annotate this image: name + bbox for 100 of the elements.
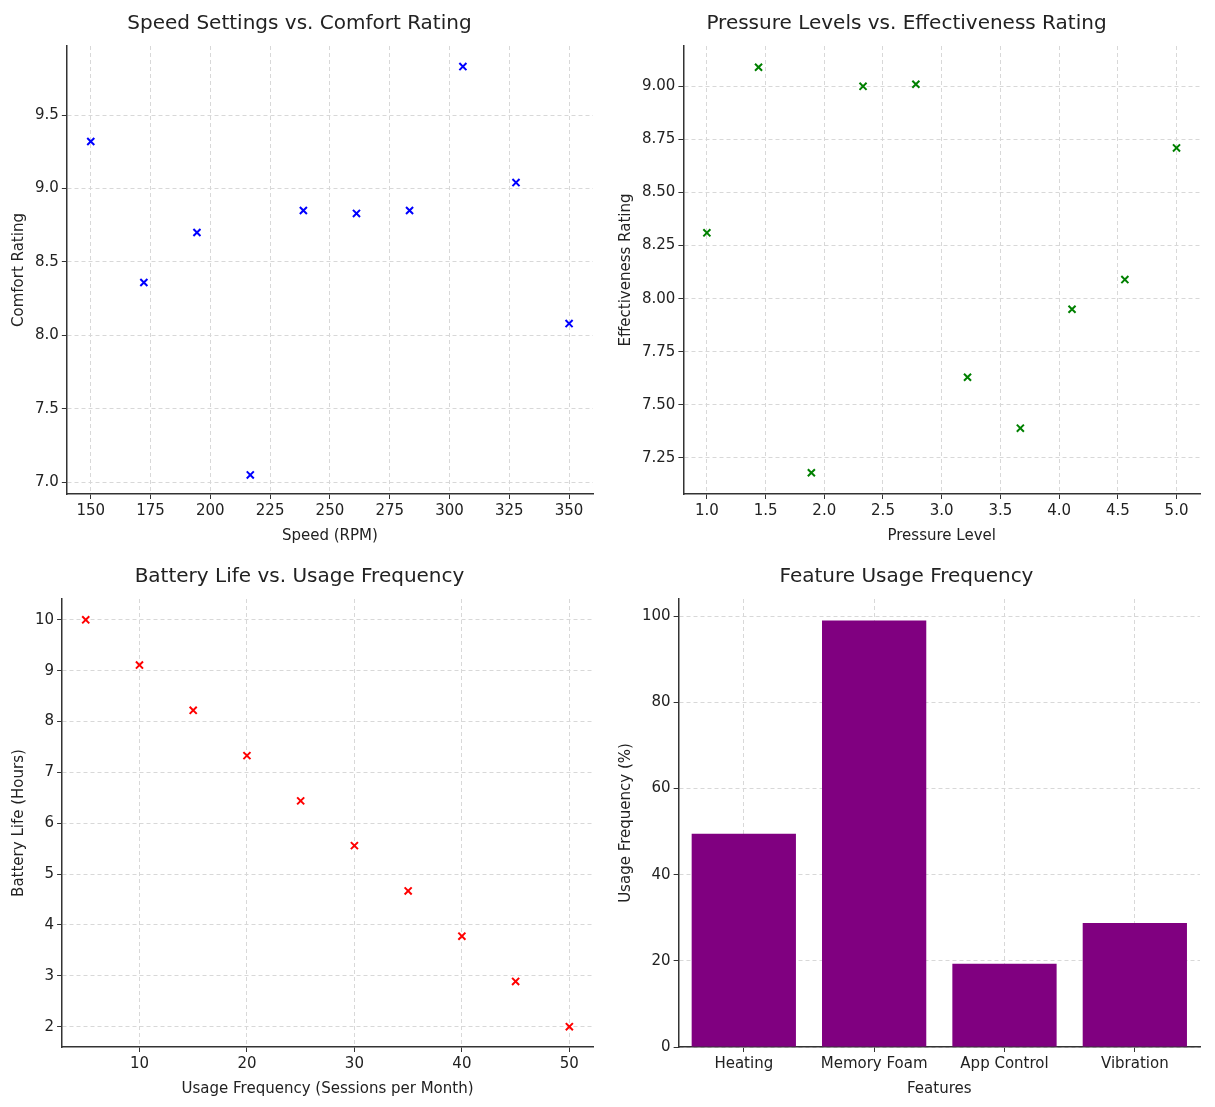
x-tick-label: 4.5 xyxy=(1105,500,1130,519)
point xyxy=(457,931,467,941)
y-tick-label: 40 xyxy=(651,864,671,883)
point xyxy=(134,660,144,670)
y-tick-label: 3 xyxy=(44,965,55,984)
y-tick-label: 100 xyxy=(641,606,671,625)
point xyxy=(192,228,202,238)
y-tick-label: 8.00 xyxy=(641,288,676,307)
chart-title: Pressure Levels vs. Effectiveness Rating xyxy=(706,10,1107,35)
point xyxy=(858,81,868,91)
y-tick-label: 9.00 xyxy=(641,76,676,95)
chart-title: Speed Settings vs. Comfort Rating xyxy=(127,10,472,35)
x-tick-label: 20 xyxy=(237,1053,257,1072)
point xyxy=(1067,304,1077,314)
x-tick-label: 2.5 xyxy=(871,500,895,519)
x-tick-label: App Control xyxy=(960,1053,1049,1072)
point xyxy=(564,319,574,329)
x-tick-label: 3.0 xyxy=(929,500,954,519)
x-tick-label: Memory Foam xyxy=(820,1053,928,1072)
point xyxy=(458,62,468,72)
point xyxy=(349,841,359,851)
x-tick-label: 150 xyxy=(76,500,106,519)
y-tick-label: 8.5 xyxy=(35,251,59,270)
point xyxy=(754,62,764,72)
y-tick-label: 8 xyxy=(44,711,55,730)
y-tick-label: 7.5 xyxy=(35,398,59,417)
x-tick-label: 1.5 xyxy=(753,500,778,519)
y-tick-label: 0 xyxy=(661,1036,671,1055)
x-tick-label: 3.5 xyxy=(988,500,1013,519)
point xyxy=(86,136,96,147)
y-axis-title: Usage Frequency (%) xyxy=(615,743,634,903)
y-tick-label: 80 xyxy=(651,692,671,711)
point xyxy=(296,796,306,806)
x-tick-label: 250 xyxy=(315,500,345,519)
chart-title: Feature Usage Frequency xyxy=(779,563,1034,588)
bar xyxy=(952,963,1057,1047)
point xyxy=(298,205,308,216)
y-tick-label: 8.0 xyxy=(35,325,59,344)
y-tick-label: 4 xyxy=(44,914,55,933)
x-tick-label: 4.0 xyxy=(1047,500,1072,519)
x-tick-label: 10 xyxy=(129,1053,150,1072)
x-axis-title: Usage Frequency (Sessions per Month) xyxy=(181,1078,474,1097)
y-axis-title: Effectiveness Rating xyxy=(615,193,634,347)
x-tick-label: Heating xyxy=(714,1053,774,1072)
y-axis-title: Battery Life (Hours) xyxy=(8,749,27,897)
point xyxy=(188,705,198,715)
y-tick-label: 6 xyxy=(44,813,55,832)
point xyxy=(1120,275,1130,285)
point xyxy=(403,886,413,896)
x-tick-label: 200 xyxy=(196,500,225,519)
y-tick-label: 60 xyxy=(651,778,671,797)
x-tick-label: 5.0 xyxy=(1164,500,1189,519)
point xyxy=(1015,423,1025,433)
point xyxy=(511,976,521,986)
point xyxy=(564,1022,574,1032)
bar xyxy=(1082,922,1187,1047)
chart-title: Battery Life vs. Usage Frequency xyxy=(134,563,465,588)
x-tick-label: 50 xyxy=(559,1053,579,1072)
y-tick-label: 7.0 xyxy=(35,472,59,491)
y-tick-label: 10 xyxy=(34,609,55,628)
point xyxy=(1171,143,1182,153)
point xyxy=(962,372,973,382)
x-axis-title: Pressure Level xyxy=(887,525,996,544)
point xyxy=(351,208,362,218)
point xyxy=(806,468,816,478)
point xyxy=(242,751,252,761)
y-tick-label: 7 xyxy=(44,762,55,781)
y-tick-label: 5 xyxy=(44,864,55,882)
x-axis-title: Speed (RPM) xyxy=(281,525,378,544)
y-tick-label: 9.0 xyxy=(35,178,59,197)
x-tick-label: 300 xyxy=(435,500,464,519)
point xyxy=(511,178,521,188)
x-tick-label: 275 xyxy=(375,500,405,519)
y-axis-title: Comfort Rating xyxy=(8,213,27,327)
y-tick-label: 9 xyxy=(44,660,55,679)
point xyxy=(911,79,921,89)
point xyxy=(139,277,149,288)
bar xyxy=(822,620,927,1047)
y-tick-label: 9.5 xyxy=(35,104,59,123)
x-tick-label: 1.0 xyxy=(694,500,719,519)
bar xyxy=(691,833,796,1047)
x-tick-label: 2.0 xyxy=(812,500,837,519)
x-tick-label: 350 xyxy=(554,500,584,519)
y-tick-label: 20 xyxy=(651,950,671,969)
point xyxy=(702,228,712,238)
x-tick-label: 225 xyxy=(255,500,285,519)
y-tick-label: 8.75 xyxy=(641,129,676,148)
x-tick-label: 40 xyxy=(452,1053,472,1072)
x-axis-title: Features xyxy=(907,1078,972,1097)
x-tick-label: 30 xyxy=(344,1053,364,1072)
y-tick-label: 7.75 xyxy=(641,341,676,360)
x-tick-label: 325 xyxy=(494,500,524,519)
point xyxy=(405,205,415,216)
x-tick-label: Vibration xyxy=(1100,1053,1169,1072)
point xyxy=(81,615,91,625)
y-tick-label: 8.50 xyxy=(641,182,676,201)
y-tick-label: 7.50 xyxy=(641,394,676,413)
point xyxy=(245,470,255,480)
x-tick-label: 175 xyxy=(136,500,165,519)
y-tick-label: 8.25 xyxy=(641,235,676,254)
